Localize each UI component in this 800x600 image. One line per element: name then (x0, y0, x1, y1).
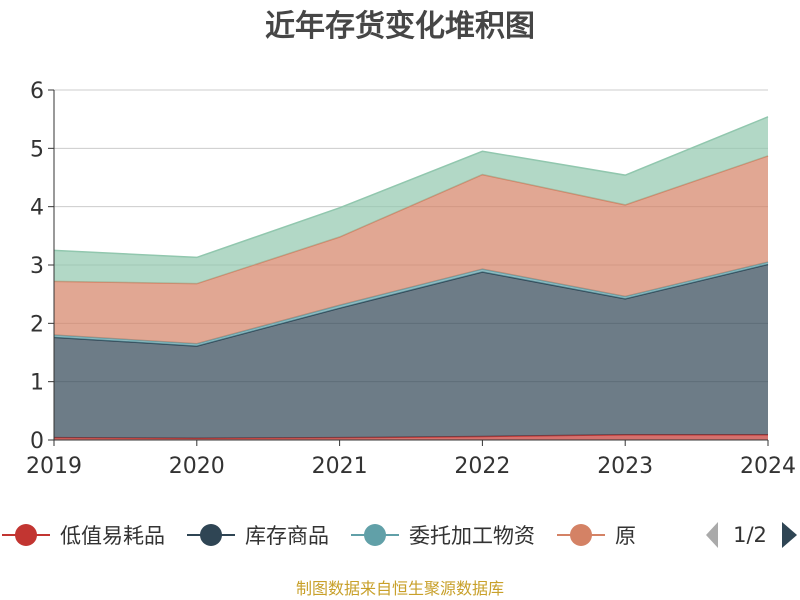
x-tick-label: 2019 (26, 454, 82, 479)
series-line (53, 116, 769, 259)
legend-item[interactable]: 委托加工物资 (351, 524, 535, 548)
data-source-note: 制图数据来自恒生聚源数据库 (296, 579, 504, 598)
axis-layer: 0 1 2 3 4 5 6 2019 2020 2021 2022 2023 2024 (26, 79, 796, 479)
legend-label: 委托加工物资 (409, 524, 535, 548)
series-area (54, 116, 768, 284)
x-tick-label: 2022 (454, 454, 510, 479)
legend-marker (15, 524, 37, 546)
series-area (54, 155, 768, 344)
x-tick-label: 2020 (169, 454, 225, 479)
legend-marker (364, 524, 386, 546)
x-tick-label: 2024 (740, 454, 796, 479)
legend-label: 库存商品 (245, 524, 329, 548)
y-tick-label: 6 (30, 79, 44, 104)
legend-pager: 1/2 (706, 522, 797, 548)
x-tick-label: 2023 (597, 454, 653, 479)
x-tick-label: 2021 (312, 454, 368, 479)
area-layer (53, 116, 769, 440)
legend-label: 原 (615, 524, 636, 548)
legend-prev-icon[interactable] (706, 522, 718, 548)
legend-marker (200, 524, 222, 546)
legend-item[interactable]: 原 (557, 524, 636, 548)
y-tick-label: 2 (30, 312, 44, 337)
legend-marker (570, 524, 592, 546)
y-tick-label: 0 (30, 429, 44, 454)
y-tick-label: 4 (30, 196, 44, 221)
y-tick-label: 1 (30, 371, 44, 396)
legend-label: 低值易耗品 (60, 524, 165, 548)
series-area (54, 264, 768, 439)
legend-item[interactable]: 低值易耗品 (2, 524, 165, 548)
y-tick-label: 5 (30, 137, 44, 162)
legend: 低值易耗品 库存商品 委托加工物资 原 (2, 524, 636, 548)
chart-title: 近年存货变化堆积图 (265, 9, 535, 44)
y-tick-label: 3 (30, 254, 44, 279)
legend-page-indicator: 1/2 (733, 523, 767, 547)
legend-next-icon[interactable] (782, 522, 797, 548)
legend-item[interactable]: 库存商品 (187, 524, 329, 548)
